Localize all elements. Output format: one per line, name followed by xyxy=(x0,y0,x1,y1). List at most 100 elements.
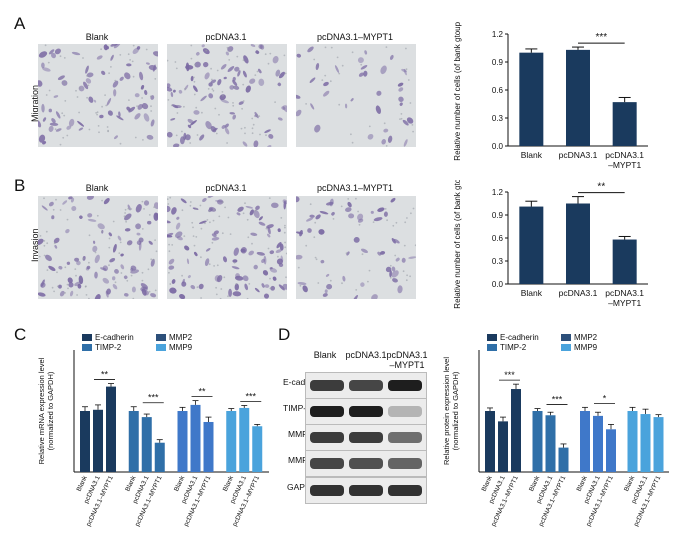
legend-swatch xyxy=(487,344,497,351)
cell xyxy=(145,62,150,65)
cell xyxy=(76,260,81,266)
pore xyxy=(222,201,224,203)
cell xyxy=(120,264,125,270)
cell xyxy=(94,294,101,299)
pore xyxy=(284,246,287,249)
pore xyxy=(232,102,234,104)
cell xyxy=(107,110,113,116)
cell xyxy=(214,275,221,282)
cell xyxy=(302,285,308,293)
pore xyxy=(242,59,245,62)
cell xyxy=(175,231,183,239)
pore xyxy=(199,204,202,207)
cell xyxy=(322,293,328,297)
cell xyxy=(245,205,254,209)
pore xyxy=(332,218,335,220)
pore xyxy=(156,53,158,55)
cell xyxy=(173,143,180,147)
cell xyxy=(248,250,254,256)
significance-label: ** xyxy=(101,370,109,380)
cell xyxy=(66,261,71,265)
cell xyxy=(276,258,283,265)
pore xyxy=(227,216,230,219)
cell xyxy=(270,285,276,291)
micrograph-b-blank xyxy=(38,196,158,299)
pore xyxy=(357,210,359,213)
y-tick-label: 0.0 xyxy=(492,280,504,289)
cell xyxy=(102,277,110,284)
pore xyxy=(141,279,144,282)
bar xyxy=(106,386,116,472)
cell xyxy=(51,52,56,59)
pore xyxy=(350,133,352,136)
pore xyxy=(46,269,49,271)
pore xyxy=(205,49,208,52)
cell xyxy=(363,70,368,77)
pore xyxy=(78,111,80,114)
cell xyxy=(193,110,200,115)
legend-swatch xyxy=(156,334,166,341)
legend-label: E-cadherin xyxy=(500,333,539,342)
pore xyxy=(385,145,388,147)
bar xyxy=(485,411,495,472)
cell xyxy=(67,277,73,284)
legend-label: MMP2 xyxy=(169,333,193,342)
pore xyxy=(267,247,270,250)
cell xyxy=(179,293,186,299)
cell xyxy=(126,63,132,67)
pore xyxy=(207,88,210,90)
cell xyxy=(401,68,408,73)
pore xyxy=(76,294,78,296)
pore xyxy=(168,243,170,246)
pore xyxy=(208,210,211,213)
cell xyxy=(376,90,382,96)
cell xyxy=(148,65,157,71)
cell xyxy=(148,240,153,245)
pore xyxy=(87,84,90,87)
cell xyxy=(124,228,131,232)
pore xyxy=(150,258,153,261)
cell xyxy=(258,68,262,74)
cell xyxy=(216,275,223,283)
cell xyxy=(124,213,132,221)
blot-band xyxy=(349,406,383,417)
pore xyxy=(189,204,192,207)
pore xyxy=(358,223,361,226)
bar xyxy=(653,417,664,472)
pore xyxy=(75,89,77,92)
pore xyxy=(141,271,144,274)
cell xyxy=(296,231,303,235)
cell xyxy=(346,251,350,256)
cell xyxy=(167,220,171,224)
pore xyxy=(181,209,184,212)
panel-letter-c: C xyxy=(14,325,27,344)
bar xyxy=(203,421,214,472)
pore xyxy=(189,201,192,203)
cell xyxy=(253,140,259,147)
cell xyxy=(318,229,325,235)
cell xyxy=(58,265,63,270)
cell xyxy=(71,51,81,56)
pore xyxy=(119,54,122,56)
cell xyxy=(101,70,106,76)
cell xyxy=(62,200,68,205)
cell xyxy=(325,273,330,277)
pore xyxy=(247,236,250,239)
cell xyxy=(266,145,272,147)
pore xyxy=(212,219,215,222)
y-tick-label: 1.2 xyxy=(492,188,504,197)
cell xyxy=(127,204,131,211)
y-axis-label: (normalized to GAPDH) xyxy=(451,371,460,450)
pore xyxy=(47,61,50,64)
cell xyxy=(55,111,61,119)
cell xyxy=(103,44,108,51)
y-tick-label: 0.0 xyxy=(492,142,504,151)
cell xyxy=(143,113,150,122)
cell xyxy=(124,293,129,297)
pore xyxy=(221,91,224,93)
pore xyxy=(236,55,239,58)
cell xyxy=(78,127,84,131)
cell xyxy=(408,256,416,259)
cell xyxy=(397,285,403,294)
cell xyxy=(205,121,212,130)
